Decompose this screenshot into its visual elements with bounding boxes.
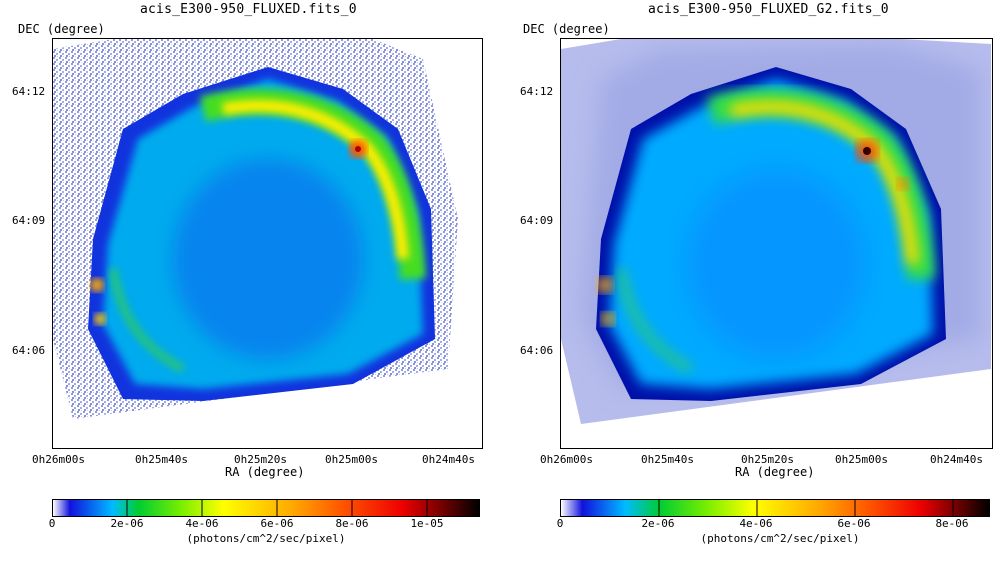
x-tick-label: 0h25m20s: [741, 453, 794, 466]
image-panel-left: acis_E300-950_FLUXED.fits_0 DEC (degree): [12, 2, 483, 545]
colorbar: [52, 499, 480, 517]
y-tick-label: 64:12: [520, 85, 554, 98]
colorbar-tick-label: 2e-06: [641, 517, 675, 530]
image-title: acis_E300-950_FLUXED_G2.fits_0: [648, 2, 889, 17]
y-tick-label: 64:06: [12, 344, 46, 357]
x-tick-label: 0h24m40s: [422, 453, 475, 466]
y-tick-label: 64:09: [520, 214, 554, 227]
x-tick-label: 0h26m00s: [540, 453, 593, 466]
colorbar-unit-label: (photons/cm^2/sec/pixel): [700, 532, 860, 545]
colorbar-tick-label: 6e-06: [837, 517, 871, 530]
colorbar-tick-label: 0: [48, 517, 56, 530]
y-axis-label: DEC (degree): [18, 22, 105, 36]
image-canvas[interactable]: [52, 38, 483, 449]
image-canvas[interactable]: [560, 38, 993, 449]
y-axis-label: DEC (degree): [523, 22, 610, 36]
x-axis-label: RA (degree): [735, 465, 815, 479]
x-tick-label: 0h25m40s: [135, 453, 188, 466]
x-axis-label: RA (degree): [225, 465, 305, 479]
colorbar-tick-label: 8e-06: [335, 517, 369, 530]
colorbar-tick-label: 0: [556, 517, 564, 530]
y-tick-label: 64:06: [520, 344, 554, 357]
colorbar-tick-label: 6e-06: [260, 517, 294, 530]
colorbar-unit-label: (photons/cm^2/sec/pixel): [186, 532, 346, 545]
x-tick-label: 0h26m00s: [32, 453, 85, 466]
x-tick-label: 0h25m20s: [234, 453, 287, 466]
colorbar-tick-label: 1e-05: [410, 517, 444, 530]
y-tick-label: 64:09: [12, 214, 46, 227]
fits-image: [561, 39, 991, 424]
x-tick-label: 0h24m40s: [930, 453, 983, 466]
colorbar-tick-label: 8e-06: [935, 517, 969, 530]
y-tick-label: 64:12: [12, 85, 46, 98]
image-panel-right: acis_E300-950_FLUXED_G2.fits_0 DEC (degr…: [505, 0, 1000, 570]
x-tick-label: 0h25m40s: [641, 453, 694, 466]
image-title: acis_E300-950_FLUXED.fits_0: [140, 2, 357, 17]
colorbar-tick-label: 4e-06: [185, 517, 219, 530]
colorbar-tick-label: 4e-06: [739, 517, 773, 530]
colorbar: [560, 499, 990, 517]
colorbar-tick-label: 2e-06: [110, 517, 144, 530]
fits-image: [53, 39, 458, 419]
x-tick-label: 0h25m00s: [835, 453, 888, 466]
x-tick-label: 0h25m00s: [325, 453, 378, 466]
